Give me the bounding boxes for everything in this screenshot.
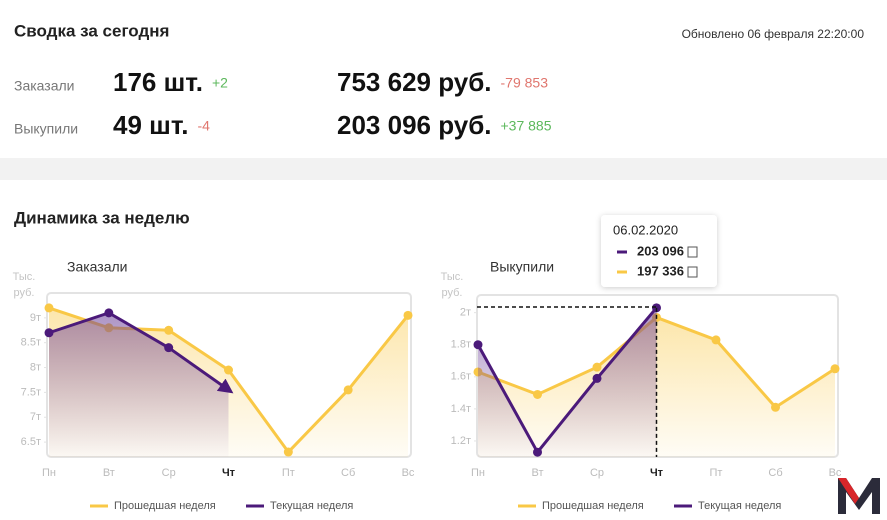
x-tick-label: Вс — [829, 467, 842, 479]
count: 49 шт. — [113, 110, 189, 140]
x-tick-label: Чт — [650, 467, 664, 479]
point — [771, 402, 780, 412]
point — [224, 365, 233, 375]
tooltip-title: 06.02.2020 — [613, 222, 678, 237]
y-tick-label: 1.6т — [451, 371, 471, 383]
y-tick-label: 1.8т — [451, 339, 471, 351]
y-tick-label: 7т — [30, 411, 41, 423]
chart-title: Выкупили — [490, 259, 554, 275]
x-tick-label: Пн — [42, 467, 56, 479]
x-tick-label: Вт — [103, 467, 115, 479]
x-tick-label: Сб — [768, 467, 782, 479]
updated: Обновлено 06 февраля 22:20:00 — [682, 27, 865, 41]
point — [533, 447, 542, 457]
point — [830, 364, 840, 374]
y-axis-label: руб. — [14, 287, 35, 299]
legend-label: Прошедшая неделя — [114, 500, 216, 512]
y-tick-label: 8.5т — [21, 337, 41, 349]
legend-label: Прошедшая неделя — [542, 500, 644, 512]
series-line — [476, 306, 658, 454]
y-tick-label: 8т — [30, 361, 41, 373]
tooltip-icon — [687, 246, 698, 258]
tooltip-value: 203 096 — [637, 243, 684, 258]
y-tick-label: 1.2т — [451, 435, 471, 447]
tooltip-icon — [687, 266, 698, 278]
summary-title: Сводка за сегодня — [14, 21, 169, 40]
sum: 203 096 руб. — [337, 110, 492, 140]
legend-label: Текущая неделя — [270, 500, 353, 512]
x-tick-label: Пт — [710, 467, 723, 479]
x-tick-label: Сб — [341, 467, 355, 479]
point — [533, 389, 542, 399]
legend-label: Текущая неделя — [698, 500, 781, 512]
point — [44, 328, 54, 338]
point — [164, 325, 174, 335]
point — [104, 308, 114, 318]
x-tick-label: Вт — [531, 467, 543, 479]
y-axis-label: руб. — [442, 287, 463, 299]
chart-title: Заказали — [67, 259, 128, 275]
series-line — [48, 311, 234, 394]
tooltip: 06.02.2020 203 096 197 336 — [601, 215, 717, 287]
point — [44, 303, 54, 313]
point — [711, 335, 721, 345]
row-label: Заказали — [14, 78, 75, 94]
y-axis-label: Тыс. — [441, 271, 464, 283]
point — [403, 310, 413, 320]
x-tick-label: Ср — [590, 467, 604, 479]
y-tick-label: 6.5т — [21, 436, 41, 448]
y-tick-label: 7.5т — [21, 386, 41, 398]
point — [283, 447, 293, 457]
y-axis-label: Тыс. — [13, 271, 36, 283]
count-delta: +2 — [212, 75, 228, 91]
x-tick-label: Ср — [162, 467, 176, 479]
tooltip-value: 197 336 — [637, 263, 684, 278]
series-area — [478, 307, 657, 457]
sum-delta: +37 885 — [501, 118, 552, 134]
count-delta: -4 — [198, 118, 211, 134]
point — [343, 385, 353, 395]
y-tick-label: 1.4т — [451, 403, 471, 415]
point — [592, 362, 602, 372]
count: 176 шт. — [113, 67, 203, 97]
series-area — [49, 312, 229, 457]
sum-delta: -79 853 — [501, 75, 549, 91]
y-tick-label: 9т — [30, 312, 41, 324]
x-tick-label: Пн — [471, 467, 485, 479]
point — [164, 343, 174, 353]
x-tick-label: Чт — [222, 467, 236, 479]
y-tick-label: 2т — [460, 307, 471, 319]
summary-card — [0, 0, 887, 158]
logo — [835, 474, 883, 516]
x-tick-label: Вс — [402, 467, 415, 479]
x-tick-label: Пт — [282, 467, 295, 479]
point — [473, 340, 483, 350]
row-label: Выкупили — [14, 121, 78, 137]
sum: 753 629 руб. — [337, 67, 492, 97]
section-title: Динамика за неделю — [14, 208, 190, 227]
point — [592, 373, 602, 383]
